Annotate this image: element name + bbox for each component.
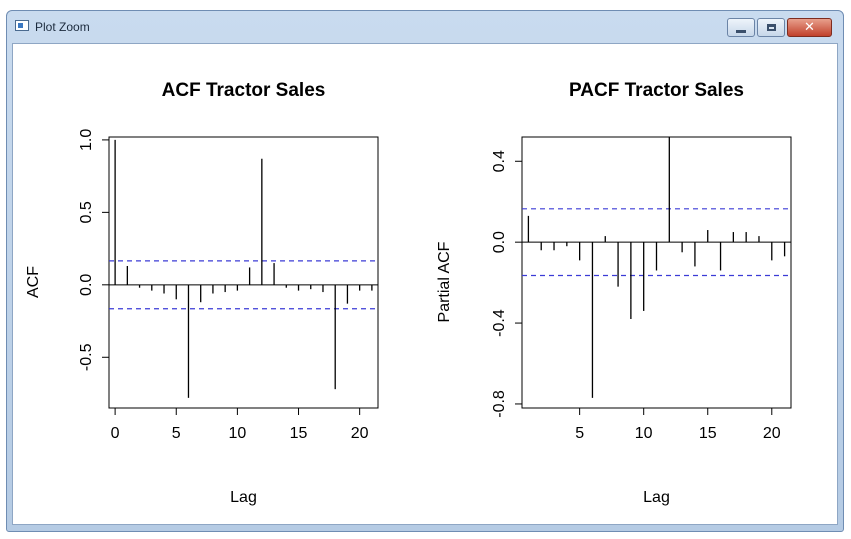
acf-chart-title: ACF Tractor Sales <box>162 80 326 101</box>
plots-canvas: ACF Tractor Sales Lag ACF 0 5 10 15 20 -0.5 0.0 0.… <box>25 80 792 506</box>
pacf-chart: PACF Tractor Sales Lag Partial ACF 5 10 15 20 -… <box>436 80 792 506</box>
acf-x-tick-label: 5 <box>172 425 181 442</box>
app-window-icon <box>15 20 29 31</box>
acf-y-tick-label: 0.0 <box>78 274 95 296</box>
maximize-icon <box>766 24 776 31</box>
window-title: Plot Zoom <box>35 20 90 34</box>
acf-x-tick-label: 20 <box>351 425 369 442</box>
pacf-x-tick-label: 15 <box>699 425 717 442</box>
acf-plot-frame <box>108 136 379 409</box>
acf-chart: ACF Tractor Sales Lag ACF 0 5 10 15 20 -0.5 0.0 0.… <box>25 80 379 506</box>
acf-y-tick-label: 0.5 <box>78 201 95 223</box>
minimize-button[interactable] <box>727 18 755 37</box>
close-button[interactable]: ✕ <box>787 18 832 37</box>
close-icon: ✕ <box>804 20 815 35</box>
pacf-y-tick-label: 0.0 <box>491 231 508 253</box>
pacf-y-tick-label: -0.4 <box>491 309 508 337</box>
acf-y-tick-label: 1.0 <box>78 129 95 151</box>
pacf-x-tick-label: 20 <box>763 425 781 442</box>
pacf-x-tick-label: 5 <box>575 425 584 442</box>
acf-x-tick-label: 0 <box>111 425 120 442</box>
pacf-y-tick-label: 0.4 <box>491 150 508 172</box>
pacf-chart-title: PACF Tractor Sales <box>569 80 744 101</box>
title-bar[interactable]: Plot Zoom ✕ <box>7 11 843 43</box>
acf-x-tick-label: 15 <box>290 425 308 442</box>
pacf-x-axis-label: Lag <box>643 489 670 506</box>
pacf-plot-frame <box>521 136 792 409</box>
acf-x-tick-label: 10 <box>228 425 246 442</box>
pacf-y-axis-label: Partial ACF <box>436 241 453 322</box>
maximize-button[interactable] <box>757 18 785 37</box>
pacf-y-tick-label: -0.8 <box>491 390 508 418</box>
acf-x-axis-label: Lag <box>230 489 257 506</box>
plot-zoom-window: Plot Zoom ✕ ACF Tractor Sales Lag ACF 0 5 10 1… <box>6 10 844 532</box>
acf-y-axis-label: ACF <box>25 266 42 298</box>
minimize-icon <box>736 29 746 33</box>
acf-y-tick-label: -0.5 <box>78 343 95 371</box>
pacf-x-tick-label: 10 <box>635 425 653 442</box>
plot-area: ACF Tractor Sales Lag ACF 0 5 10 15 20 -0.5 0.0 0.… <box>12 43 838 525</box>
